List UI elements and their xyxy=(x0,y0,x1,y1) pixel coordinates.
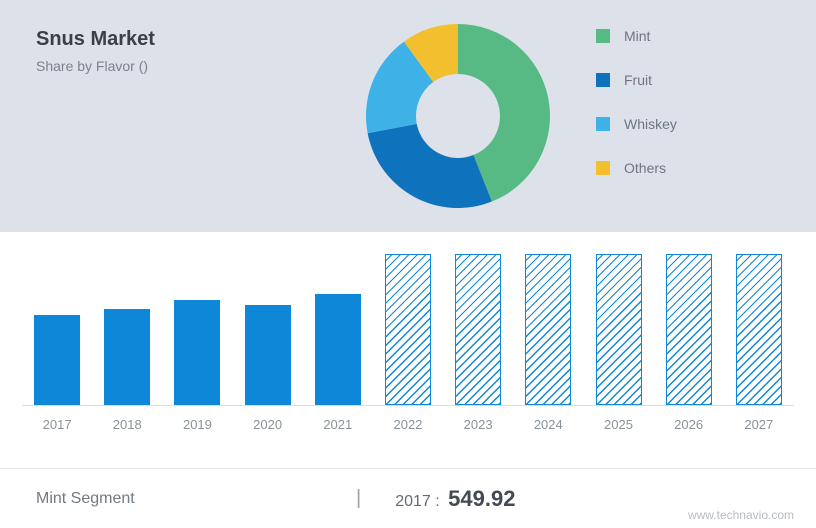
legend-item-whiskey: Whiskey xyxy=(596,116,677,132)
donut-legend: Mint Fruit Whiskey Others xyxy=(596,28,677,176)
xlabel-2019: 2019 xyxy=(162,417,232,432)
legend-swatch xyxy=(596,161,610,175)
bar-2019 xyxy=(174,300,220,405)
bar-2023 xyxy=(455,254,501,405)
legend-swatch xyxy=(596,117,610,131)
watermark: www.technavio.com xyxy=(688,508,794,522)
segment-label: Mint Segment xyxy=(36,490,356,508)
footer-row: Mint Segment | 2017 : 549.92 www.technav… xyxy=(0,468,816,528)
xlabel-2024: 2024 xyxy=(513,417,583,432)
legend-label: Mint xyxy=(624,28,650,44)
legend-swatch xyxy=(596,73,610,87)
bar-xlabels: 2017201820192020202120222023202420252026… xyxy=(22,406,794,442)
legend-label: Others xyxy=(624,160,666,176)
legend-label: Whiskey xyxy=(624,116,677,132)
bar-2027 xyxy=(736,254,782,405)
bar-2018 xyxy=(104,309,150,405)
legend-item-fruit: Fruit xyxy=(596,72,677,88)
donut-chart xyxy=(356,14,560,218)
footer-value: 549.92 xyxy=(448,486,515,511)
bar-2021 xyxy=(315,294,361,405)
footer-year: 2017 xyxy=(395,493,431,510)
bar-chart: 2017201820192020202120222023202420252026… xyxy=(22,246,794,442)
donut-slice-fruit xyxy=(368,124,492,208)
bar-2017 xyxy=(34,315,80,405)
bar-2020 xyxy=(245,305,291,405)
bar-2024 xyxy=(525,254,571,405)
title-block: Snus Market Share by Flavor () xyxy=(0,0,300,232)
bar-plot xyxy=(22,246,794,406)
bar-2026 xyxy=(666,254,712,405)
xlabel-2017: 2017 xyxy=(22,417,92,432)
xlabel-2020: 2020 xyxy=(233,417,303,432)
xlabel-2027: 2027 xyxy=(724,417,794,432)
xlabel-2022: 2022 xyxy=(373,417,443,432)
bar-2025 xyxy=(596,254,642,405)
xlabel-2018: 2018 xyxy=(92,417,162,432)
xlabel-2025: 2025 xyxy=(583,417,653,432)
legend-item-others: Others xyxy=(596,160,677,176)
bar-2022 xyxy=(385,254,431,405)
legend-swatch xyxy=(596,29,610,43)
footer-year-value: 2017 : 549.92 xyxy=(395,486,515,512)
legend-item-mint: Mint xyxy=(596,28,677,44)
xlabel-2021: 2021 xyxy=(303,417,373,432)
donut-svg xyxy=(356,14,560,218)
xlabel-2023: 2023 xyxy=(443,417,513,432)
chart-title: Snus Market xyxy=(36,28,300,51)
chart-subtitle: Share by Flavor () xyxy=(36,58,300,74)
legend-label: Fruit xyxy=(624,72,652,88)
xlabel-2026: 2026 xyxy=(654,417,724,432)
bar-section: 2017201820192020202120222023202420252026… xyxy=(0,232,816,468)
top-section: Snus Market Share by Flavor () Mint Fruit… xyxy=(0,0,816,232)
footer-separator: | xyxy=(356,487,361,510)
